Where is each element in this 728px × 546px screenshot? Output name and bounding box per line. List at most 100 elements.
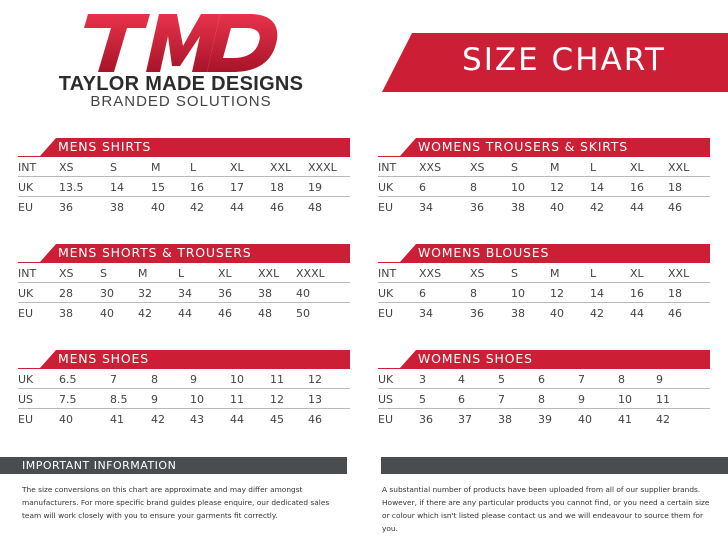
size-cell: 34	[419, 201, 433, 214]
section-header: WOMENS TROUSERS & SKIRTS	[378, 138, 710, 156]
row-label: EU	[18, 307, 34, 320]
size-cell: S	[100, 267, 107, 280]
size-cell: 46	[218, 307, 232, 320]
row-label: UK	[378, 181, 394, 194]
size-cell: 14	[590, 287, 604, 300]
size-cell: 48	[308, 201, 322, 214]
size-cell: 7	[578, 373, 585, 386]
size-cell: L	[178, 267, 185, 280]
size-cell: 10	[618, 393, 632, 406]
size-cell: S	[511, 161, 518, 174]
size-chart-banner	[382, 33, 728, 92]
size-cell: 38	[498, 413, 512, 426]
size-cell: 10	[511, 181, 525, 194]
size-cell: 48	[258, 307, 272, 320]
size-cell: 14	[590, 181, 604, 194]
size-cell: M	[151, 161, 161, 174]
table-row: UK 6 8 10 12 14 16 18	[378, 283, 710, 303]
row-label: US	[18, 393, 34, 406]
important-info-bar-right	[381, 457, 728, 474]
size-cell: 40	[100, 307, 114, 320]
size-cell: 40	[550, 307, 564, 320]
table-row: US 5 6 7 8 9 10 11	[378, 389, 710, 409]
size-cell: 38	[59, 307, 73, 320]
size-cell: 38	[511, 201, 525, 214]
size-cell: 11	[230, 393, 244, 406]
row-label: INT	[378, 267, 397, 280]
size-cell: 5	[498, 373, 505, 386]
size-cell: 38	[258, 287, 272, 300]
size-cell: 8	[538, 393, 545, 406]
size-cell: 9	[151, 393, 158, 406]
size-cell: 40	[59, 413, 73, 426]
size-cell: 44	[178, 307, 192, 320]
size-cell: 11	[656, 393, 670, 406]
size-cell: 12	[550, 287, 564, 300]
section-header: WOMENS SHOES	[378, 350, 710, 368]
table-row: EU 40 41 42 43 44 45 46	[18, 409, 350, 429]
size-cell: 9	[578, 393, 585, 406]
size-cell: 16	[630, 287, 644, 300]
size-cell: 36	[419, 413, 433, 426]
table-row: EU 34 36 38 40 42 44 46	[378, 303, 710, 323]
table-row: EU 38 40 42 44 46 48 50	[18, 303, 350, 323]
size-cell: 19	[308, 181, 322, 194]
size-cell: 18	[668, 181, 682, 194]
size-cell: XXL	[270, 161, 292, 174]
size-cell: M	[550, 267, 560, 280]
size-cell: 6	[538, 373, 545, 386]
table-row: UK 13.5 14 15 16 17 18 19	[18, 177, 350, 197]
size-cell: 40	[151, 201, 165, 214]
row-label: EU	[378, 201, 394, 214]
table-row: EU 34 36 38 40 42 44 46	[378, 197, 710, 217]
size-cell: 40	[550, 201, 564, 214]
size-cell: XXS	[419, 267, 442, 280]
size-cell: 6	[458, 393, 465, 406]
size-cell: XL	[218, 267, 232, 280]
size-cell: 8	[470, 181, 477, 194]
size-cell: XS	[470, 267, 485, 280]
size-cell: 12	[308, 373, 322, 386]
brand-tagline: BRANDED SOLUTIONS	[90, 93, 272, 110]
section-title: WOMENS BLOUSES	[418, 245, 550, 260]
row-label: EU	[18, 413, 34, 426]
important-info-left-text: The size conversions on this chart are a…	[22, 485, 330, 520]
size-cell: 45	[270, 413, 284, 426]
row-label: UK	[18, 181, 34, 194]
size-cell: 44	[230, 413, 244, 426]
size-cell: 8	[151, 373, 158, 386]
table-row: EU 36 37 38 39 40 41 42	[378, 409, 710, 429]
size-cell: 38	[511, 307, 525, 320]
size-cell: XS	[470, 161, 485, 174]
size-cell: 8.5	[110, 393, 128, 406]
size-cell: 36	[470, 201, 484, 214]
size-cell: L	[590, 161, 597, 174]
table-row: INT XXS XS S M L XL XXL	[378, 263, 710, 283]
size-cell: 50	[296, 307, 310, 320]
row-label: INT	[378, 161, 397, 174]
important-info-bar	[0, 457, 347, 474]
row-label: INT	[18, 267, 37, 280]
size-cell: 8	[618, 373, 625, 386]
size-cell: 6.5	[59, 373, 77, 386]
size-cell: 46	[668, 201, 682, 214]
size-cell: 11	[270, 373, 284, 386]
size-cell: 42	[590, 307, 604, 320]
size-cell: 46	[668, 307, 682, 320]
size-cell: 37	[458, 413, 472, 426]
size-cell: XXL	[668, 267, 690, 280]
size-cell: 18	[270, 181, 284, 194]
section-header: MENS SHIRTS	[18, 138, 350, 156]
size-cell: 41	[110, 413, 124, 426]
size-cell: 5	[419, 393, 426, 406]
table-row: EU 36 38 40 42 44 46 48	[18, 197, 350, 217]
size-cell: 30	[100, 287, 114, 300]
size-chart-title: SIZE CHART	[462, 42, 666, 78]
size-cell: 9	[190, 373, 197, 386]
size-cell: 41	[618, 413, 632, 426]
size-cell: 12	[550, 181, 564, 194]
size-cell: 7	[498, 393, 505, 406]
important-info-title: IMPORTANT INFORMATION	[22, 459, 177, 472]
size-cell: 18	[668, 287, 682, 300]
section-title: MENS SHIRTS	[58, 139, 152, 154]
